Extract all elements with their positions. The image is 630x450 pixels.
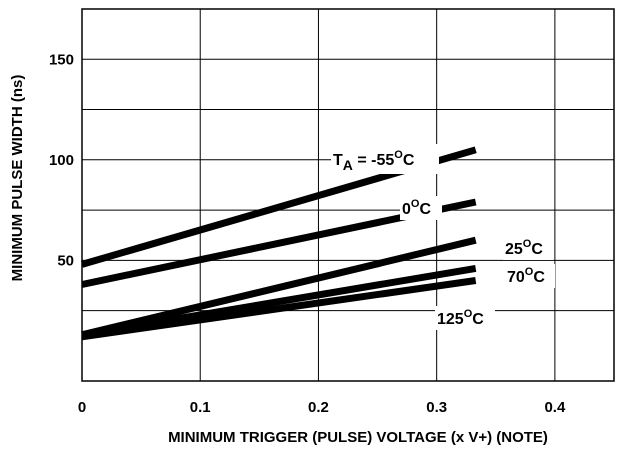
x-tick-labels: 0 0.1 0.2 0.3 0.4: [78, 399, 566, 416]
y-tick-label: 50: [57, 252, 74, 269]
y-tick-label: 100: [49, 152, 74, 169]
plot-frame: [81, 8, 615, 382]
series-line-2: [81, 236, 477, 339]
series-label-0: 0OC: [400, 196, 442, 220]
degree-mark: O: [523, 238, 532, 250]
ta-value: = -55: [353, 152, 394, 169]
ta-prefix: T: [333, 152, 343, 169]
svg-text:25OC: 25OC: [505, 238, 543, 258]
unit-c: C: [403, 152, 415, 169]
series-group: [81, 146, 477, 341]
unit-c: C: [472, 311, 484, 328]
series-line-3: [81, 264, 477, 339]
y-axis-label: MINIMUM PULSE WIDTH (ns): [9, 75, 26, 282]
degree-mark: O: [525, 266, 534, 278]
series-label-25: 25OC: [503, 236, 553, 260]
svg-text:TA = -55OC: TA = -55OC: [333, 149, 415, 173]
ta-subscript: A: [343, 157, 353, 173]
unit-c: C: [419, 201, 431, 218]
x-tick-label: 0.4: [544, 399, 566, 416]
degree-mark: O: [411, 198, 420, 210]
svg-text:125OC: 125OC: [437, 308, 484, 328]
unit-c: C: [533, 269, 545, 286]
x-tick-label: 0.3: [426, 399, 447, 416]
series-label-minus55: TA = -55OC: [331, 144, 439, 174]
degree-mark: O: [394, 149, 403, 161]
x-tick-label: 0: [78, 399, 86, 416]
unit-c: C: [531, 241, 543, 258]
x-tick-label: 0.2: [308, 399, 329, 416]
y-tick-labels: 50 100 150: [49, 51, 74, 269]
series-label-125: 125OC: [435, 306, 495, 330]
degree-mark: O: [464, 308, 473, 320]
x-axis-label: MINIMUM TRIGGER (PULSE) VOLTAGE (x V+) (…: [168, 429, 548, 446]
svg-text:0OC: 0OC: [402, 198, 431, 218]
y-tick-label: 150: [49, 51, 74, 68]
svg-text:70OC: 70OC: [507, 266, 545, 286]
x-tick-label: 0.1: [190, 399, 211, 416]
series-line-4: [81, 277, 477, 341]
series-label-70: 70OC: [505, 264, 555, 288]
